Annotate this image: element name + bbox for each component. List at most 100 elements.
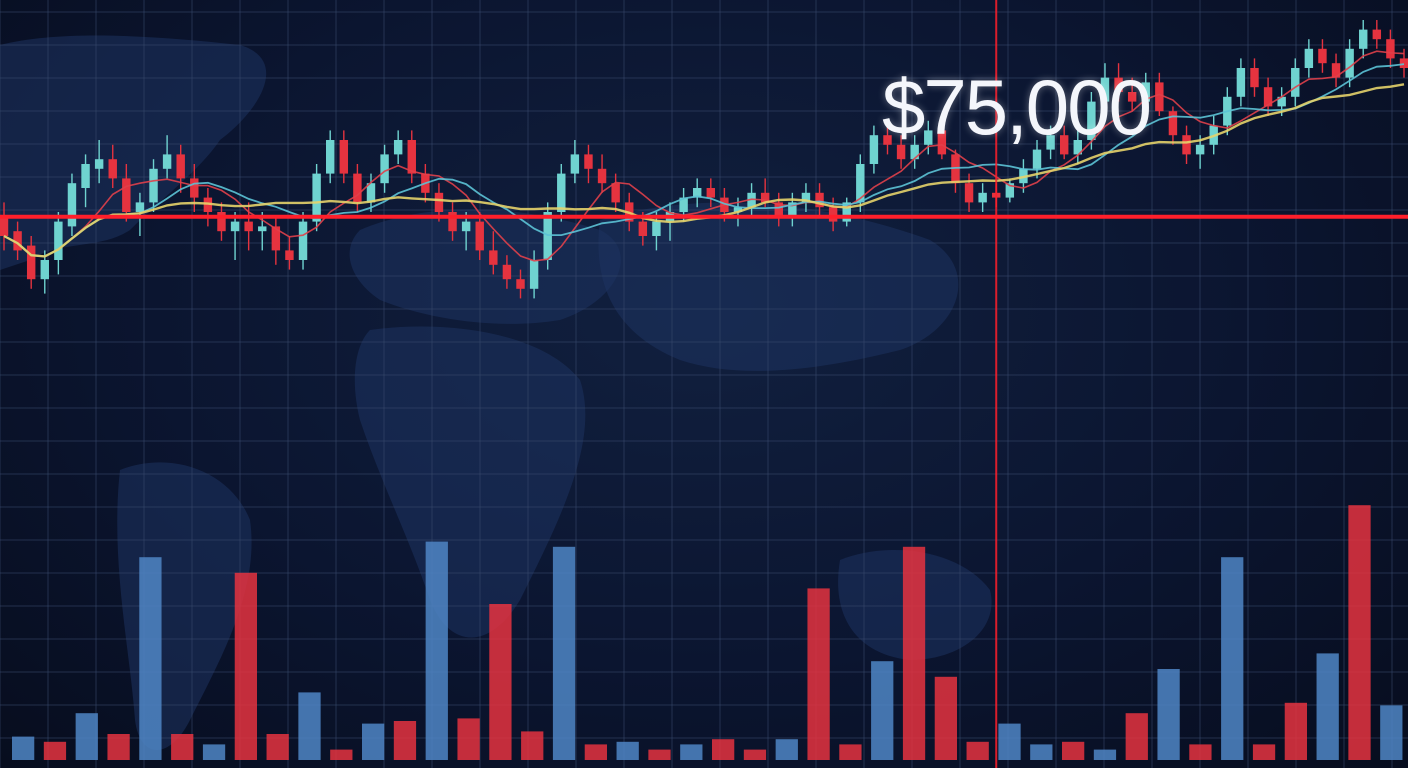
candle-body bbox=[570, 154, 580, 174]
map-north-america bbox=[0, 35, 267, 270]
candle-body bbox=[1291, 68, 1300, 97]
volume-bar bbox=[712, 739, 735, 760]
candle-body bbox=[67, 183, 77, 227]
volume-bar bbox=[425, 541, 448, 760]
candle-body bbox=[1399, 58, 1408, 68]
candle-body bbox=[0, 216, 9, 236]
candle-body bbox=[1372, 29, 1382, 40]
volume-bar bbox=[266, 734, 289, 760]
volume-bar bbox=[139, 557, 162, 760]
volume-bar bbox=[934, 676, 957, 760]
volume-bar bbox=[743, 749, 767, 760]
volume-bar bbox=[330, 749, 353, 760]
candle-body bbox=[869, 135, 879, 164]
candle-body bbox=[434, 192, 444, 212]
candle-body bbox=[774, 202, 783, 217]
volume-bar bbox=[393, 721, 417, 760]
moving-average-red bbox=[3, 50, 1405, 262]
candle-body bbox=[828, 207, 838, 222]
candle-body bbox=[81, 164, 90, 188]
candle-body bbox=[135, 202, 145, 212]
candle-body bbox=[353, 173, 362, 203]
volume-bar bbox=[75, 713, 98, 760]
candle-body bbox=[706, 188, 716, 198]
candle-body bbox=[1359, 29, 1368, 49]
volume-bar bbox=[1062, 741, 1085, 760]
candle-body bbox=[1155, 82, 1164, 112]
candle-body bbox=[122, 178, 131, 212]
candle-body bbox=[679, 197, 688, 212]
candle-body bbox=[692, 188, 702, 198]
candle-body bbox=[1032, 149, 1042, 169]
volume-bar bbox=[43, 741, 67, 760]
candle-body bbox=[638, 221, 648, 236]
candle-body bbox=[244, 221, 253, 232]
candle-body bbox=[298, 221, 308, 260]
volume-bar bbox=[1125, 713, 1148, 760]
candle-body bbox=[13, 231, 22, 251]
volume-bar bbox=[1252, 744, 1276, 760]
candle-body bbox=[94, 159, 104, 169]
volume-bar bbox=[775, 739, 798, 760]
candle-body bbox=[937, 130, 947, 155]
candle-body bbox=[584, 154, 593, 169]
map-asia bbox=[598, 202, 959, 371]
candle-body bbox=[1250, 68, 1259, 88]
candle-body bbox=[40, 260, 49, 280]
candle-body bbox=[964, 183, 974, 203]
volume-bar bbox=[584, 744, 607, 760]
volume-bar bbox=[1316, 653, 1339, 760]
candle-body bbox=[312, 173, 321, 222]
candle-body bbox=[258, 226, 267, 232]
volume-bar bbox=[807, 588, 830, 760]
volume-bar bbox=[489, 604, 512, 760]
candle-body bbox=[176, 154, 185, 179]
candle-body bbox=[1059, 135, 1069, 155]
price-label: $75,000 bbox=[882, 63, 1152, 151]
candle-body bbox=[924, 130, 933, 145]
candle-body bbox=[393, 140, 403, 155]
candle-body bbox=[1304, 48, 1314, 68]
candle-body bbox=[1386, 39, 1395, 59]
candle-body bbox=[162, 154, 172, 169]
candle-body bbox=[1087, 101, 1096, 140]
candle-body bbox=[1168, 111, 1178, 136]
candle-body bbox=[489, 250, 498, 265]
volume-bar bbox=[362, 723, 385, 760]
candle-body bbox=[1331, 63, 1341, 78]
map-europe bbox=[349, 209, 621, 324]
candle-body bbox=[801, 192, 811, 203]
candle-body bbox=[339, 140, 349, 174]
candle-body bbox=[529, 260, 539, 289]
volume-bar bbox=[966, 741, 989, 760]
candle-body bbox=[1277, 96, 1286, 107]
volume-bar bbox=[616, 741, 639, 760]
candle-body bbox=[611, 183, 620, 203]
candle-body bbox=[108, 159, 117, 179]
candle-body bbox=[1005, 183, 1015, 198]
moving-average-cyan bbox=[3, 63, 1405, 258]
volume-bar bbox=[1157, 669, 1180, 760]
candle-body bbox=[842, 202, 851, 222]
volume-bar bbox=[1348, 505, 1371, 760]
volume-bar bbox=[521, 731, 544, 760]
candle-body bbox=[1345, 48, 1354, 78]
candle-body bbox=[557, 173, 566, 212]
volume-bar bbox=[871, 661, 894, 760]
candle-body bbox=[1073, 140, 1082, 155]
volume-bar bbox=[457, 718, 480, 760]
candle-body bbox=[1236, 68, 1246, 97]
candle-body bbox=[1195, 144, 1205, 155]
volume-bar bbox=[1380, 705, 1403, 760]
candle-body bbox=[1127, 92, 1137, 102]
candle-body bbox=[461, 221, 471, 232]
candle-body bbox=[788, 202, 797, 217]
volume-bar bbox=[1093, 749, 1117, 760]
candle-body bbox=[896, 144, 906, 160]
volume-bar bbox=[298, 692, 321, 760]
volume-bar bbox=[234, 572, 257, 760]
volume-bar bbox=[171, 734, 194, 760]
candle-body bbox=[502, 264, 512, 280]
